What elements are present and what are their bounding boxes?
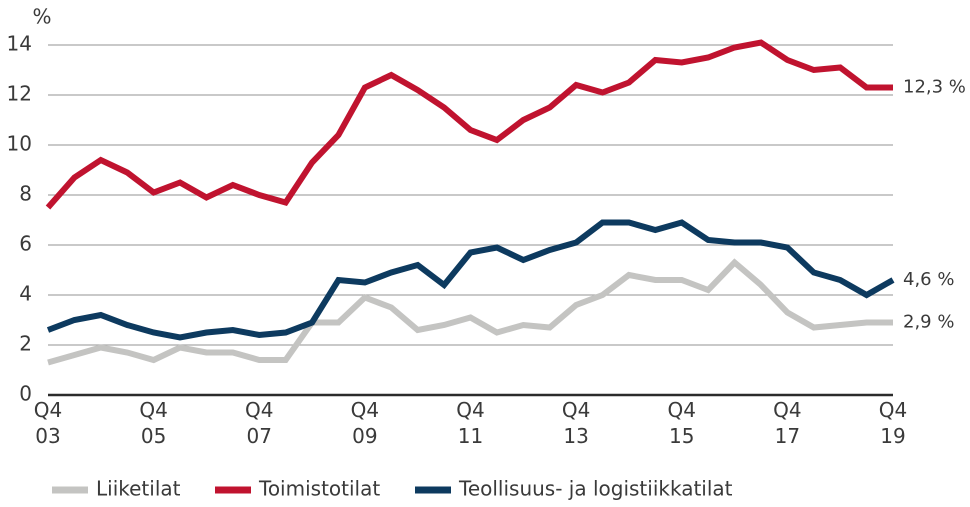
x-tick-label: Q4 13 <box>561 398 591 448</box>
x-tick-label: Q4 05 <box>139 398 168 448</box>
x-tick-label: Q4 17 <box>773 398 802 448</box>
x-tick-label: Q4 11 <box>456 398 485 448</box>
legend-label: Toimistotilat <box>258 477 380 501</box>
y-tick-label: 12 <box>7 82 32 106</box>
y-tick-label: 0 <box>19 382 32 406</box>
y-tick-label: 8 <box>19 182 32 206</box>
x-tick-label: Q4 15 <box>667 398 696 448</box>
legend-label: Liiketilat <box>96 477 181 501</box>
series-line <box>46 219 895 341</box>
y-tick-label: 4 <box>19 282 32 306</box>
x-tick-label: Q4 19 <box>878 398 908 448</box>
y-axis-label: % <box>32 5 51 29</box>
end-label: 2,9 % <box>903 312 954 333</box>
end-label: 4,6 % <box>903 269 954 290</box>
x-tick-label: Q4 09 <box>350 398 380 448</box>
x-tick-label: Q4 03 <box>33 398 63 448</box>
y-tick-label: 10 <box>7 132 32 156</box>
x-tick-label: Q4 07 <box>245 398 274 448</box>
legend-label: Teollisuus- ja logistiikkatilat <box>458 477 733 501</box>
end-label: 12,3 % <box>903 77 966 98</box>
y-tick-label: 2 <box>19 332 32 356</box>
y-tick-label: 6 <box>19 232 32 256</box>
series-line <box>45 39 893 210</box>
series-line <box>47 258 893 366</box>
y-tick-label: 14 <box>7 32 32 56</box>
